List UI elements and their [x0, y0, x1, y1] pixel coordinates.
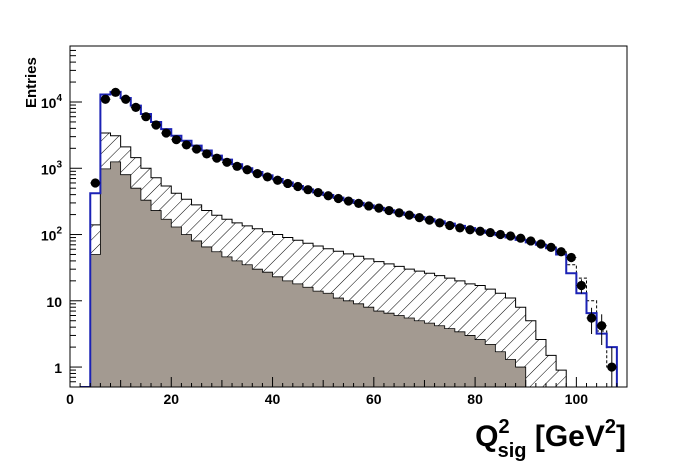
data-point — [424, 215, 435, 225]
y-axis-title: Entries — [23, 57, 40, 108]
x-title-unit-pre: [GeV — [527, 420, 605, 453]
y-tick-label: 102 — [41, 226, 63, 244]
data-point — [283, 178, 293, 189]
data-point — [191, 144, 202, 154]
x-axis-title: Q2 sig [GeV2] — [475, 416, 626, 462]
data-point — [394, 208, 404, 218]
x-tick-label: 60 — [366, 391, 382, 407]
data-point — [121, 94, 131, 104]
data-point — [597, 321, 607, 331]
data-point — [293, 181, 303, 192]
data-point — [485, 227, 495, 238]
data-point — [465, 225, 475, 235]
x-title-unit-sup: 2 — [605, 416, 616, 438]
data-point — [262, 172, 273, 182]
data-point — [110, 87, 121, 97]
data-point — [536, 239, 546, 249]
data-point — [404, 210, 414, 220]
data-point — [435, 218, 445, 228]
y-tick-label: 103 — [41, 159, 63, 177]
data-point — [475, 226, 485, 236]
data-point — [526, 236, 536, 246]
filled-area — [80, 161, 617, 387]
data-point — [495, 229, 506, 240]
data-point — [303, 185, 313, 195]
hatched-outline — [80, 132, 617, 387]
x-tick-label: 0 — [66, 391, 74, 407]
data-point — [171, 135, 181, 145]
data-point — [343, 196, 354, 206]
data-point — [566, 252, 576, 263]
data-point — [273, 175, 283, 185]
x-title-sup: 2 — [498, 416, 509, 438]
filled-background-component — [80, 161, 617, 387]
x-tick-label: 80 — [467, 391, 483, 407]
x-axis: 0 20 40 60 80 100 — [66, 377, 628, 407]
data-point — [232, 161, 242, 171]
plot-frame-border — [69, 45, 628, 388]
data-point — [90, 178, 100, 188]
data-point — [546, 242, 556, 252]
y-tick-label: 104 — [41, 93, 63, 111]
x-title-main: Q — [475, 420, 498, 453]
data-point — [354, 198, 364, 208]
data-point — [100, 94, 111, 104]
data-point — [576, 280, 587, 291]
data-point — [333, 193, 343, 204]
data-point — [374, 203, 384, 213]
data-point — [212, 153, 222, 163]
plot-area — [80, 87, 618, 387]
y-axis: 1 10 102 103 104 — [41, 45, 82, 388]
data-point — [131, 102, 141, 112]
data-point — [252, 169, 262, 179]
data-point — [151, 120, 161, 130]
data-point — [445, 220, 455, 231]
data-point — [556, 247, 566, 257]
data-point — [384, 205, 394, 216]
data-point — [414, 213, 424, 223]
data-point — [222, 157, 232, 167]
data-point — [607, 362, 617, 372]
data-point — [505, 231, 516, 241]
data-point — [313, 187, 323, 198]
x-title-sub: sig — [498, 440, 527, 462]
data-point — [586, 313, 597, 323]
data-point — [516, 233, 526, 243]
data-point — [242, 165, 252, 175]
data-point — [161, 128, 171, 138]
data-point — [455, 223, 465, 233]
x-tick-label: 100 — [565, 391, 589, 407]
y-tick-label: 10 — [46, 294, 62, 310]
data-point — [141, 112, 151, 122]
y-tick-label: 1 — [54, 360, 62, 376]
data-points — [90, 87, 617, 387]
data-point — [181, 140, 192, 150]
x-tick-label: 40 — [265, 391, 281, 407]
x-title-unit-post: ] — [616, 420, 626, 453]
data-point — [202, 149, 212, 159]
data-point — [323, 191, 333, 201]
data-point — [364, 201, 374, 211]
x-tick-label: 20 — [163, 391, 179, 407]
